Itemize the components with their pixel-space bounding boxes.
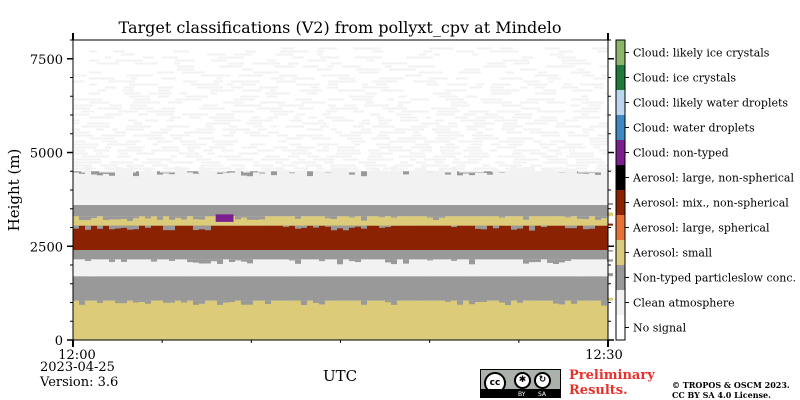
y-tick-label: 7500 — [30, 53, 63, 68]
y-axis: 0 2500 5000 7500 — [30, 39, 614, 349]
legend-label: Clean atmosphere — [633, 297, 735, 310]
run-info: 2023-04-25 Version: 3.6 — [40, 360, 118, 390]
y-tick-label: 5000 — [30, 147, 63, 162]
legend-swatch — [616, 40, 625, 65]
legend-swatch — [616, 315, 625, 340]
layer-5 — [73, 216, 608, 226]
layer-1 — [73, 276, 608, 301]
copyright-note: © TROPOS & OSCM 2023. CC BY SA 4.0 Licen… — [672, 380, 790, 400]
legend-label: Aerosol: large, spherical — [632, 222, 770, 235]
classification-legend: No signal Clean atmosphere Non-typed parti… — [615, 39, 796, 341]
patch-0 — [215, 214, 234, 222]
legend-swatch — [616, 65, 625, 90]
layer-4 — [73, 225, 608, 250]
layer-7 — [73, 171, 608, 205]
layer-0 — [73, 300, 608, 340]
legend-swatch — [616, 240, 625, 265]
chart-title: Target classifications (V2) from pollyxt… — [119, 18, 562, 37]
legend-swatch — [616, 190, 625, 215]
preliminary-line-1: Preliminary — [569, 368, 655, 383]
legend-label: Aerosol: large, non-spherical — [632, 172, 794, 185]
legend-swatch — [616, 115, 625, 140]
legend-swatch — [616, 215, 625, 240]
cc-license-badge: cc ✱ ↻ BY SA — [480, 369, 561, 398]
legend-label: Cloud: likely water droplets — [633, 97, 788, 110]
legend-swatch — [616, 140, 625, 165]
y-axis-label: Height (m) — [5, 149, 23, 232]
x-tick-label: 12:00 — [58, 348, 95, 363]
legend-label: Aerosol: small — [632, 247, 712, 260]
copyright-line-2: CC BY SA 4.0 License. — [672, 390, 771, 400]
x-axis: 12:00 12:30 — [58, 33, 623, 363]
license-strip: BY SA — [481, 389, 560, 398]
legend-swatch — [616, 265, 625, 290]
copyright-line-1: © TROPOS & OSCM 2023. — [672, 380, 790, 390]
layer-3 — [73, 250, 608, 260]
legend-label: Cloud: ice crystals — [633, 72, 736, 85]
legend-label: Aerosol: mix., non-spherical — [632, 197, 789, 210]
x-axis-label: UTC — [323, 367, 357, 385]
by-icon: ✱ — [514, 372, 531, 389]
preliminary-results-note: Preliminary Results. — [569, 368, 655, 398]
legend-frame — [615, 39, 626, 341]
by-label: BY — [518, 391, 526, 398]
y-tick-label: 0 — [55, 334, 63, 349]
plot-area — [72, 39, 613, 341]
sa-label: SA — [538, 391, 547, 398]
legend-label: No signal — [633, 322, 687, 335]
legend-swatch — [616, 290, 625, 315]
sa-icon: ↻ — [534, 372, 551, 389]
legend-swatch — [616, 90, 625, 115]
legend-label: Cloud: likely ice crystals — [633, 47, 770, 60]
x-tick-label: 12:30 — [585, 348, 622, 363]
legend-label: Cloud: water droplets — [633, 122, 755, 135]
legend-swatch — [616, 165, 625, 190]
y-tick-label: 2500 — [30, 240, 63, 255]
layer-8-sparse-cells — [73, 47, 608, 173]
legend-label: Cloud: non-typed — [633, 147, 729, 160]
version-label: Version: 3.6 — [40, 375, 119, 390]
legend-label: Non-typed particleslow conc. — [633, 272, 796, 285]
cc-icon: cc — [484, 372, 506, 394]
preliminary-line-2: Results. — [569, 383, 628, 398]
layer-6 — [73, 205, 608, 217]
date-label: 2023-04-25 — [40, 360, 115, 375]
